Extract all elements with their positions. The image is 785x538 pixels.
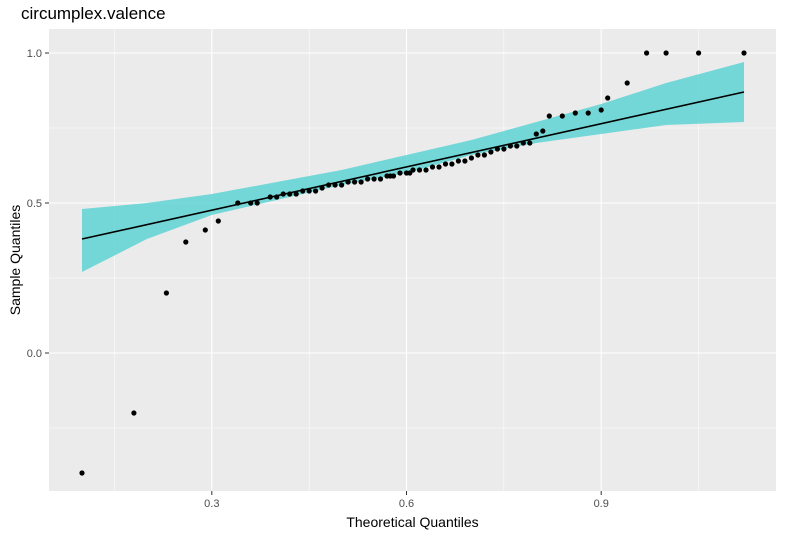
data-point (598, 107, 604, 113)
data-point (696, 50, 702, 56)
data-point (533, 131, 539, 137)
data-point (313, 188, 319, 194)
data-point (416, 167, 423, 173)
data-point (741, 50, 747, 56)
data-point (585, 110, 591, 116)
data-point (274, 194, 280, 200)
y-tick-label: 0.5 (27, 198, 42, 210)
data-point (352, 179, 358, 185)
data-point (306, 188, 312, 194)
data-point (429, 164, 436, 170)
data-point (371, 176, 377, 182)
data-point (488, 149, 494, 155)
data-point (319, 185, 325, 191)
data-point (442, 161, 449, 167)
y-tick-label: 0.0 (27, 348, 42, 360)
data-point (235, 200, 241, 206)
data-point (540, 128, 546, 134)
data-point (248, 200, 254, 206)
data-point (287, 191, 293, 197)
x-tick-label: 0.9 (594, 498, 609, 510)
data-point (475, 152, 481, 158)
chart-title: circumplex.valence (21, 4, 166, 23)
data-point (300, 188, 306, 194)
confidence-band (82, 62, 744, 272)
data-point (605, 95, 611, 101)
grid-minor (49, 29, 776, 491)
data-point (326, 182, 332, 188)
data-point (507, 143, 513, 149)
data-point (339, 182, 345, 188)
x-tick-label: 0.3 (204, 498, 219, 510)
data-point (345, 179, 351, 185)
data-point (397, 170, 403, 176)
data-point (514, 143, 520, 149)
data-point (267, 194, 273, 200)
data-point (501, 146, 507, 152)
data-point (163, 290, 169, 296)
data-point (663, 50, 669, 56)
x-tick-label: 0.6 (399, 498, 414, 510)
data-point (527, 140, 533, 146)
data-point (449, 161, 455, 167)
data-point (494, 146, 500, 152)
data-point (572, 110, 578, 116)
data-point (481, 152, 487, 158)
data-point (436, 164, 442, 170)
y-axis: 0.0 0.5 1.0 (27, 48, 49, 360)
data-point (462, 158, 468, 164)
data-point (365, 176, 371, 182)
data-point (377, 176, 384, 182)
data-point (183, 239, 189, 245)
data-point (332, 182, 338, 188)
data-point (559, 113, 565, 119)
reference-line (81, 91, 745, 240)
x-axis-title: Theoretical Quantiles (346, 514, 478, 530)
data-point (455, 158, 461, 164)
data-point (131, 410, 137, 416)
x-axis: 0.3 0.6 0.9 (204, 491, 609, 510)
data-point (546, 113, 552, 119)
data-point (215, 218, 221, 224)
data-point (410, 167, 416, 173)
data-points (79, 50, 747, 476)
y-tick-label: 1.0 (27, 48, 42, 60)
data-point (624, 80, 630, 86)
data-point (293, 191, 299, 197)
data-point (358, 179, 364, 185)
data-point (468, 155, 474, 161)
data-point (280, 191, 286, 197)
data-point (254, 200, 260, 206)
data-point (79, 470, 85, 476)
data-point (390, 173, 397, 179)
data-point (644, 50, 650, 56)
y-axis-title: Sample Quantiles (7, 205, 23, 316)
data-point (423, 167, 429, 173)
data-point (202, 227, 208, 233)
data-point (520, 140, 526, 146)
